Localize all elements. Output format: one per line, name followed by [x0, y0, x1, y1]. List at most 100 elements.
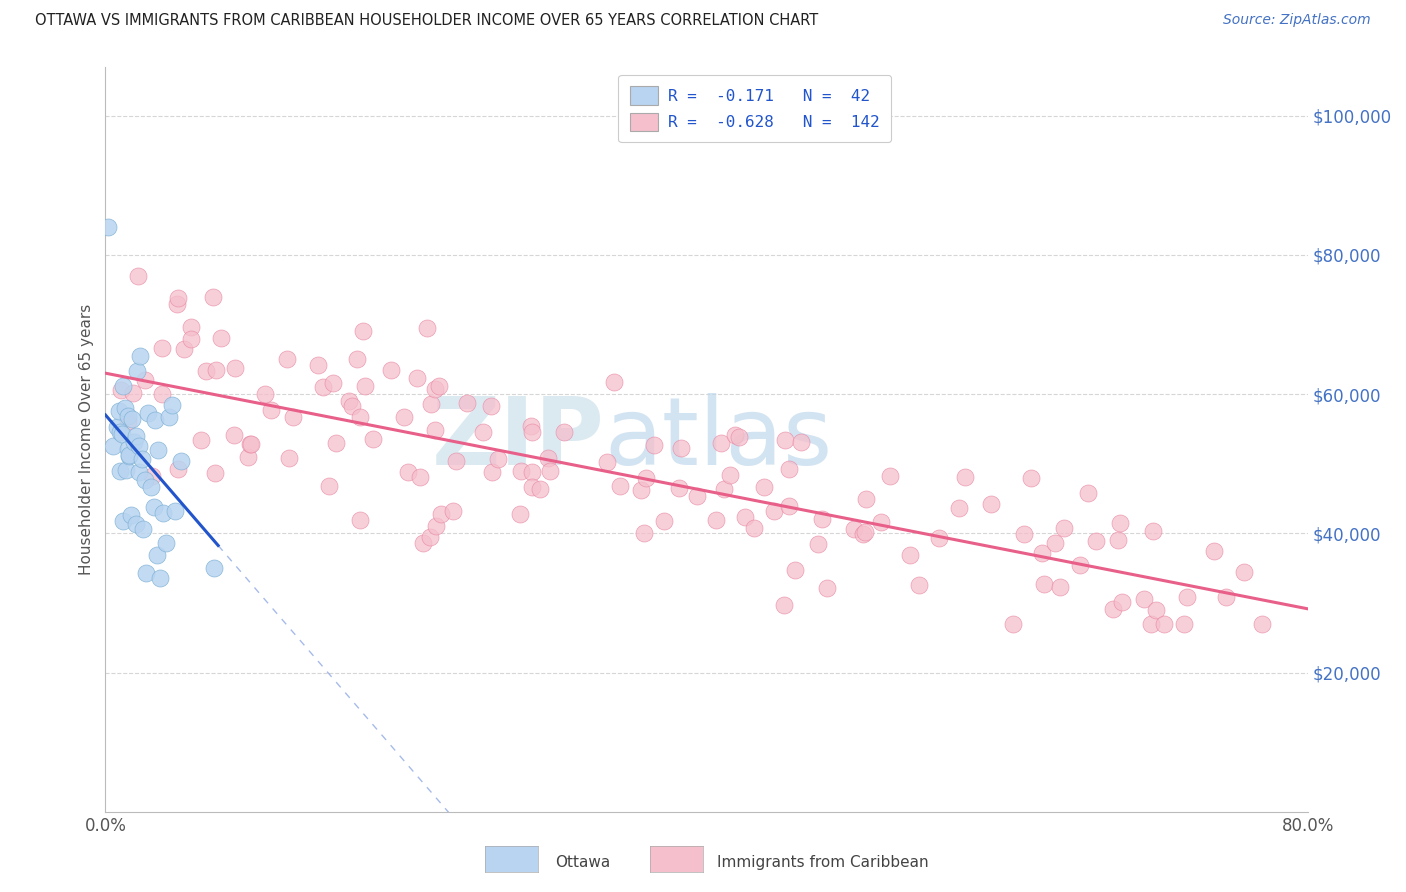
Point — [160, 399, 183, 413]
Point — [166, 296, 188, 310]
Text: ZIP: ZIP — [432, 393, 605, 485]
Point — [444, 453, 467, 467]
Point — [240, 437, 263, 451]
Point — [1032, 577, 1054, 591]
Point — [652, 514, 675, 528]
Point — [1233, 565, 1256, 579]
Point — [352, 325, 374, 339]
Point — [456, 396, 478, 410]
Point — [167, 461, 190, 475]
Point — [163, 504, 186, 518]
Point — [853, 524, 876, 539]
Point — [1053, 521, 1076, 535]
Point — [870, 515, 893, 529]
Point — [509, 507, 531, 521]
Point — [908, 578, 931, 592]
Text: atlas: atlas — [605, 393, 832, 485]
Point — [704, 513, 727, 527]
Point — [630, 483, 652, 497]
Point — [239, 437, 262, 451]
Point — [1107, 533, 1129, 547]
Point — [253, 387, 276, 401]
Point — [173, 342, 195, 356]
Point — [180, 332, 202, 346]
Point — [1111, 595, 1133, 609]
Point — [1031, 546, 1053, 560]
Legend: R =  -0.171   N =  42, R =  -0.628   N =  142: R = -0.171 N = 42, R = -0.628 N = 142 — [619, 75, 891, 142]
Point — [224, 361, 246, 376]
Point — [121, 412, 143, 426]
Point — [1133, 591, 1156, 606]
Point — [125, 364, 148, 378]
Point — [128, 465, 150, 479]
Point — [107, 420, 129, 434]
Point — [479, 400, 502, 414]
Point — [136, 405, 159, 419]
Point — [277, 451, 299, 466]
Point — [529, 483, 551, 497]
Point — [204, 466, 226, 480]
Point — [815, 581, 838, 595]
Point — [472, 425, 495, 439]
Point — [537, 450, 560, 465]
Point — [603, 375, 626, 389]
Point — [425, 423, 447, 437]
Point — [898, 549, 921, 563]
Point — [155, 536, 177, 550]
Point — [420, 397, 443, 411]
Point — [1250, 616, 1272, 631]
Point — [380, 362, 402, 376]
Point — [122, 434, 145, 449]
Point — [633, 526, 655, 541]
Point — [538, 464, 561, 478]
Point — [124, 429, 146, 443]
Point — [1140, 616, 1163, 631]
Point — [519, 418, 541, 433]
Point — [669, 442, 692, 456]
Point — [110, 384, 132, 398]
Point — [111, 427, 134, 442]
Point — [396, 465, 419, 479]
Point — [763, 504, 786, 518]
Point — [349, 513, 371, 527]
Point — [807, 536, 830, 550]
Point — [980, 497, 1002, 511]
Point — [260, 403, 283, 417]
Point — [340, 399, 363, 413]
Point — [844, 522, 866, 536]
Point — [668, 481, 690, 495]
Point — [425, 519, 447, 533]
Point — [785, 563, 807, 577]
Point — [97, 219, 120, 234]
Point — [124, 517, 146, 532]
Point — [879, 469, 901, 483]
Point — [1002, 616, 1025, 631]
Point — [953, 469, 976, 483]
Point — [1215, 591, 1237, 605]
Point — [510, 464, 533, 478]
Point — [773, 433, 796, 447]
Point — [419, 530, 441, 544]
Point — [110, 425, 132, 440]
Point — [596, 455, 619, 469]
Point — [354, 379, 377, 393]
Point — [150, 387, 173, 401]
Point — [855, 492, 877, 507]
Point — [852, 526, 875, 541]
Point — [1202, 543, 1225, 558]
Point — [727, 430, 749, 444]
Point — [108, 403, 131, 417]
Point — [409, 470, 432, 484]
Point — [307, 358, 329, 372]
Point — [118, 449, 141, 463]
Point — [744, 521, 766, 535]
Point — [325, 436, 347, 450]
Point — [145, 548, 167, 562]
Point — [520, 466, 543, 480]
Point — [1173, 616, 1195, 631]
Point — [609, 478, 631, 492]
Point — [129, 349, 152, 363]
Point — [392, 410, 415, 425]
Point — [322, 376, 344, 390]
Point — [778, 499, 800, 513]
